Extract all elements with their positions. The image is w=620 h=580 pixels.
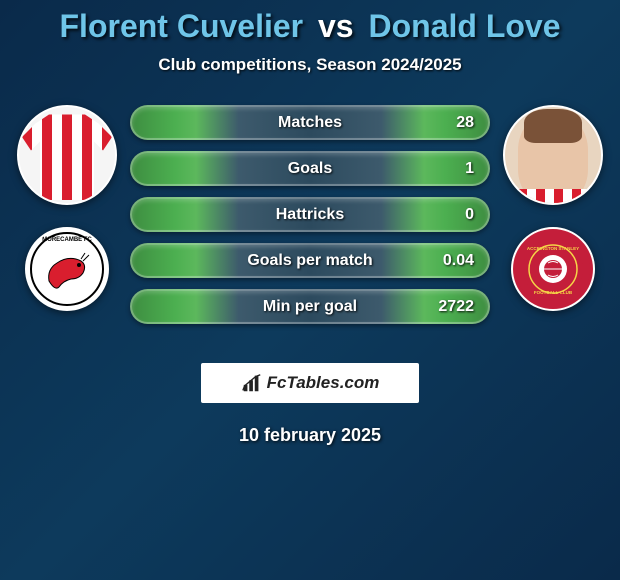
title: Florent Cuvelier vs Donald Love (0, 8, 620, 45)
svg-text:FOOTBALL CLUB: FOOTBALL CLUB (534, 290, 573, 295)
shrimp-icon (39, 241, 95, 297)
stat-right-value: 1 (465, 160, 474, 178)
stat-label: Goals per match (247, 252, 372, 270)
comparison-body: MORECAMBE FC (0, 105, 620, 345)
stat-row-hattricks: Hattricks 0 (130, 197, 490, 232)
stat-row-matches: Matches 28 (130, 105, 490, 140)
stat-right-value: 28 (456, 114, 474, 132)
player1-jersey-icon (22, 110, 112, 200)
player2-avatar (503, 105, 603, 205)
stat-right-value: 0.04 (443, 252, 474, 270)
stat-label: Hattricks (276, 206, 344, 224)
crest1-label: MORECAMBE FC (32, 237, 102, 243)
stat-label: Min per goal (263, 298, 357, 316)
crest2-svg-icon: ACCRINGTON STANLEY FOOTBALL CLUB (522, 238, 584, 300)
stat-label: Goals (288, 160, 332, 178)
morecambe-crest-icon: MORECAMBE FC (30, 232, 104, 306)
fctables-logo: FcTables.com (201, 363, 419, 403)
stat-row-goals: Goals 1 (130, 151, 490, 186)
svg-text:ACCRINGTON STANLEY: ACCRINGTON STANLEY (527, 246, 579, 251)
right-column: ACCRINGTON STANLEY FOOTBALL CLUB (498, 105, 608, 311)
bar-chart-icon (241, 372, 263, 394)
title-vs: vs (312, 8, 360, 44)
stat-rows: Matches 28 Goals 1 Hattricks 0 Goals per… (130, 105, 490, 324)
date-line: 10 february 2025 (0, 425, 620, 446)
stat-label: Matches (278, 114, 342, 132)
club2-crest: ACCRINGTON STANLEY FOOTBALL CLUB (511, 227, 595, 311)
stat-right-value: 0 (465, 206, 474, 224)
accrington-crest-icon: ACCRINGTON STANLEY FOOTBALL CLUB (516, 232, 590, 306)
title-player2: Donald Love (368, 8, 560, 44)
player2-jersey-icon (503, 189, 603, 205)
stat-row-min-per-goal: Min per goal 2722 (130, 289, 490, 324)
club1-crest: MORECAMBE FC (25, 227, 109, 311)
stat-right-value: 2722 (438, 298, 474, 316)
title-player1: Florent Cuvelier (60, 8, 304, 44)
player1-avatar (17, 105, 117, 205)
player2-face-icon (518, 115, 588, 203)
left-column: MORECAMBE FC (12, 105, 122, 311)
comparison-card: Florent Cuvelier vs Donald Love Club com… (0, 0, 620, 446)
subtitle: Club competitions, Season 2024/2025 (0, 55, 620, 75)
logo-text: FcTables.com (267, 373, 380, 393)
stat-row-goals-per-match: Goals per match 0.04 (130, 243, 490, 278)
